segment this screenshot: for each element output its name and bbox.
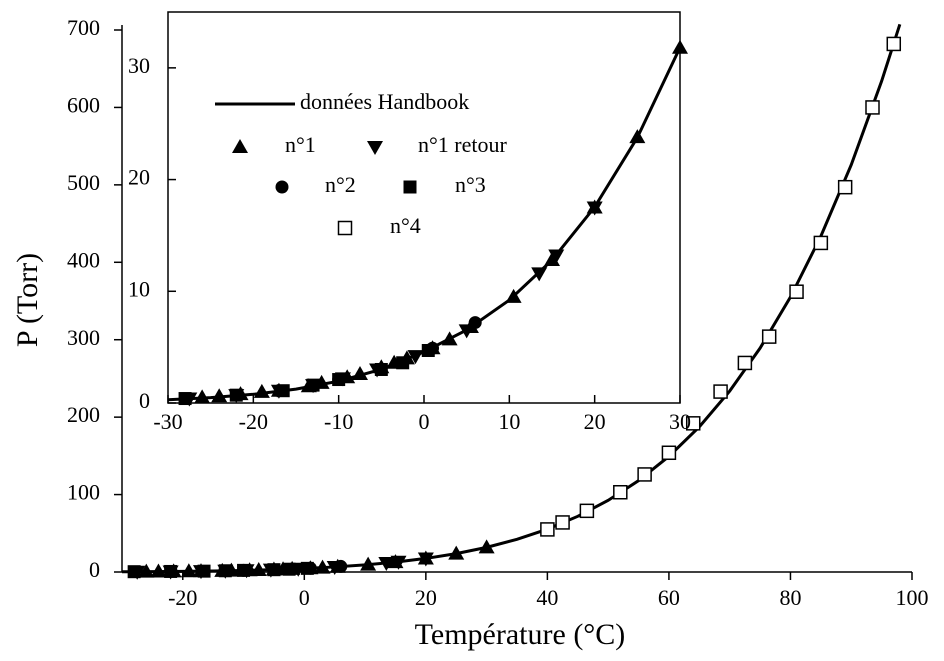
marker — [332, 373, 346, 387]
y-tick-label: 20 — [128, 165, 150, 190]
x-tick-label: -30 — [153, 409, 182, 434]
marker — [138, 563, 155, 578]
marker — [396, 356, 410, 370]
y-tick-label: 300 — [67, 325, 100, 350]
marker — [314, 559, 331, 574]
marker — [276, 384, 290, 398]
marker — [300, 561, 314, 575]
marker — [218, 564, 232, 578]
y-tick-label: 10 — [128, 276, 150, 301]
x-tick-label: -10 — [324, 409, 353, 434]
marker — [505, 288, 522, 303]
x-tick-label: 20 — [415, 585, 437, 610]
marker — [150, 563, 167, 578]
marker — [229, 388, 243, 402]
marker — [531, 267, 548, 282]
marker — [407, 350, 424, 365]
legend-label: n°3 — [455, 172, 486, 197]
x-tick-label: 100 — [896, 585, 929, 610]
marker — [211, 388, 228, 403]
marker — [540, 522, 555, 537]
marker — [164, 564, 178, 578]
marker — [334, 559, 348, 573]
y-tick-label: 30 — [128, 53, 150, 78]
marker — [629, 129, 646, 144]
marker — [390, 555, 407, 570]
y-tick-label: 400 — [67, 247, 100, 272]
y-tick-label: 700 — [67, 15, 100, 40]
marker — [253, 383, 270, 398]
marker — [548, 249, 565, 264]
x-tick-label: 0 — [299, 585, 310, 610]
marker — [180, 563, 197, 578]
marker — [613, 484, 628, 500]
marker — [194, 389, 211, 404]
y-axis-title: P (Torr) — [11, 253, 44, 347]
x-tick-label: 30 — [669, 409, 691, 434]
legend-marker — [367, 141, 383, 155]
marker — [555, 515, 570, 530]
marker — [685, 416, 701, 431]
legend-label: n°1 retour — [418, 132, 508, 157]
marker — [579, 503, 595, 519]
marker — [374, 362, 388, 376]
marker — [306, 378, 320, 392]
marker — [441, 331, 458, 346]
marker — [267, 563, 281, 577]
x-tick-label: 60 — [658, 585, 680, 610]
marker — [478, 539, 495, 554]
marker — [378, 557, 395, 572]
marker — [178, 392, 192, 406]
marker — [448, 545, 465, 560]
legend-marker — [275, 180, 289, 194]
marker — [197, 564, 211, 578]
legend-label: n°4 — [390, 213, 421, 238]
y-tick-label: 0 — [89, 557, 100, 582]
y-tick-label: 500 — [67, 170, 100, 195]
y-tick-label: 0 — [139, 388, 150, 413]
marker — [127, 565, 141, 579]
marker — [865, 100, 880, 115]
x-tick-label: -20 — [168, 585, 197, 610]
marker — [886, 36, 902, 52]
marker — [813, 235, 829, 251]
legend-label: données Handbook — [300, 89, 469, 114]
x-tick-label: 0 — [419, 409, 430, 434]
legend-marker — [232, 139, 248, 153]
marker — [713, 384, 728, 399]
marker — [458, 324, 475, 339]
marker — [837, 179, 853, 195]
x-tick-label: -20 — [239, 409, 268, 434]
marker — [761, 329, 777, 344]
legend-marker — [403, 180, 417, 194]
marker — [360, 556, 377, 571]
x-axis-title: Température (°C) — [415, 618, 626, 651]
marker — [586, 201, 603, 216]
marker — [661, 445, 677, 461]
y-tick-label: 200 — [67, 402, 100, 427]
marker — [421, 343, 435, 357]
x-tick-label: 20 — [584, 409, 606, 434]
marker — [468, 316, 482, 330]
marker — [237, 563, 251, 577]
x-tick-label: 10 — [498, 409, 520, 434]
marker — [789, 284, 804, 299]
marker — [737, 355, 753, 371]
marker — [282, 562, 296, 576]
x-tick-label: 40 — [536, 585, 558, 610]
legend-label: n°1 — [285, 132, 316, 157]
marker — [637, 467, 652, 482]
marker — [250, 561, 267, 576]
x-tick-label: 80 — [779, 585, 801, 610]
y-tick-label: 600 — [67, 92, 100, 117]
marker — [672, 39, 688, 54]
legend-label: n°2 — [325, 172, 356, 197]
y-tick-label: 100 — [67, 480, 100, 505]
marker — [352, 365, 368, 380]
marker — [417, 552, 434, 567]
legend-marker — [337, 220, 353, 236]
